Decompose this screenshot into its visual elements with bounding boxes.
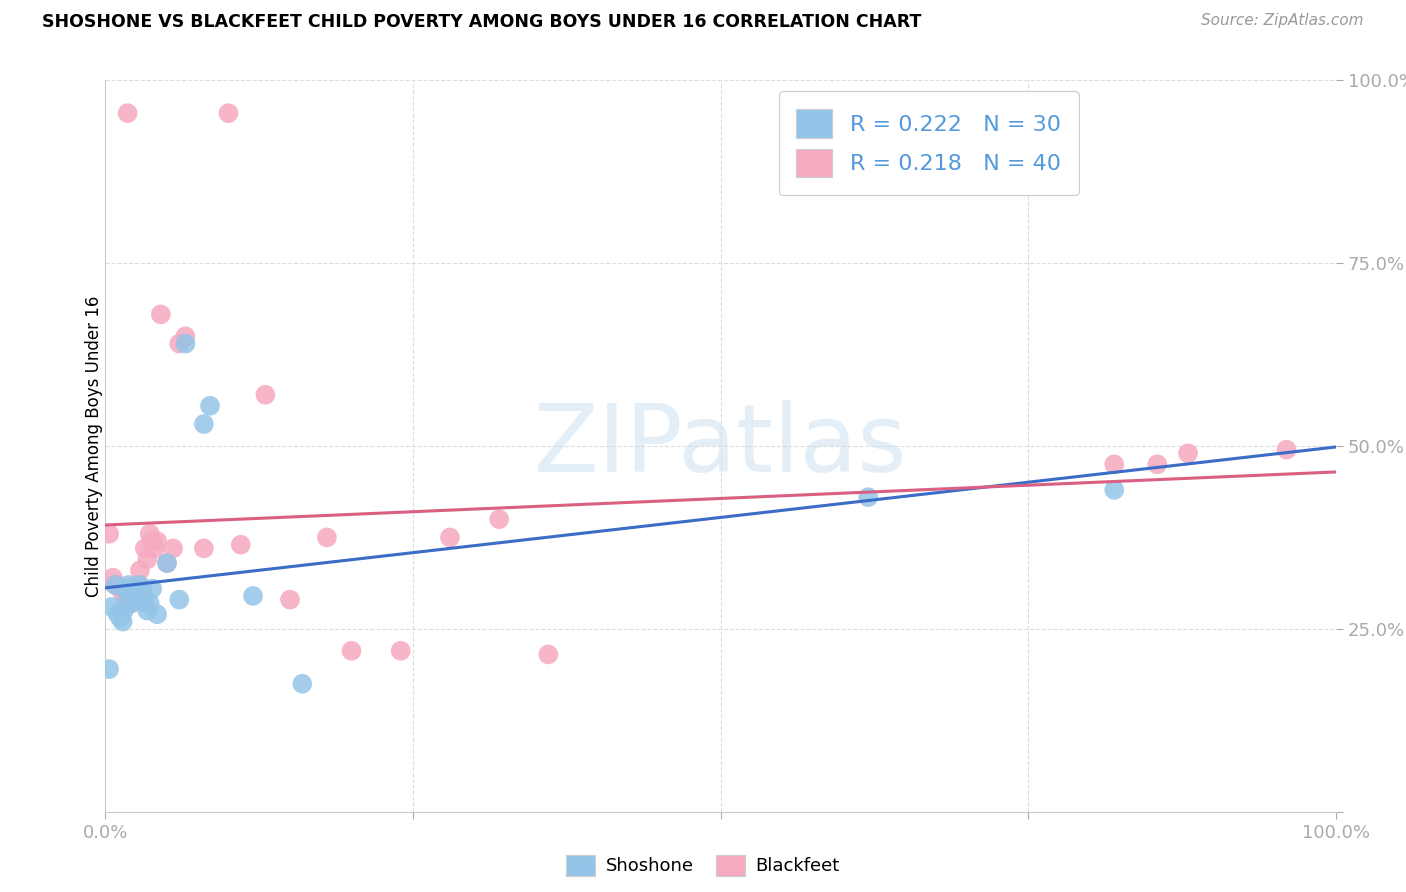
Legend: R = 0.222   N = 30, R = 0.218   N = 40: R = 0.222 N = 30, R = 0.218 N = 40 — [779, 91, 1078, 195]
Point — [858, 490, 880, 504]
Point — [117, 106, 139, 120]
Point — [131, 582, 153, 596]
Point — [124, 592, 146, 607]
Point — [129, 563, 152, 577]
Point — [104, 578, 127, 592]
Point — [111, 615, 134, 629]
Point — [169, 592, 191, 607]
Point — [218, 106, 240, 120]
Point — [193, 541, 215, 556]
Point — [124, 585, 146, 599]
Point — [110, 611, 132, 625]
Point — [1177, 446, 1199, 460]
Point — [174, 329, 197, 343]
Point — [229, 538, 252, 552]
Point — [1275, 442, 1298, 457]
Point — [136, 603, 159, 617]
Point — [146, 534, 169, 549]
Point — [134, 541, 156, 556]
Point — [107, 607, 129, 622]
Point — [278, 592, 301, 607]
Point — [1102, 483, 1125, 497]
Point — [389, 644, 412, 658]
Point — [110, 582, 132, 596]
Point — [291, 676, 314, 690]
Text: ZIPatlas: ZIPatlas — [534, 400, 907, 492]
Point — [162, 541, 184, 556]
Point — [134, 596, 156, 610]
Point — [114, 589, 136, 603]
Point — [131, 585, 153, 599]
Point — [169, 336, 191, 351]
Point — [193, 417, 215, 431]
Point — [149, 307, 172, 321]
Point — [118, 578, 141, 592]
Point — [156, 556, 179, 570]
Text: Source: ZipAtlas.com: Source: ZipAtlas.com — [1201, 13, 1364, 29]
Point — [104, 578, 127, 592]
Point — [98, 526, 121, 541]
Point — [1146, 458, 1168, 472]
Point — [121, 589, 143, 603]
Point — [198, 399, 221, 413]
Point — [117, 589, 139, 603]
Point — [141, 582, 163, 596]
Point — [111, 585, 134, 599]
Point — [340, 644, 363, 658]
Point — [174, 336, 197, 351]
Point — [107, 578, 129, 592]
Point — [537, 648, 560, 662]
Point — [136, 552, 159, 566]
Text: SHOSHONE VS BLACKFEET CHILD POVERTY AMONG BOYS UNDER 16 CORRELATION CHART: SHOSHONE VS BLACKFEET CHILD POVERTY AMON… — [42, 13, 921, 31]
Point — [98, 662, 121, 676]
Point — [439, 530, 461, 544]
Point — [138, 596, 162, 610]
Point — [156, 556, 179, 570]
Point — [127, 582, 149, 596]
Y-axis label: Child Poverty Among Boys Under 16: Child Poverty Among Boys Under 16 — [86, 295, 103, 597]
Point — [143, 541, 166, 556]
Point — [127, 578, 149, 592]
Point — [114, 582, 136, 596]
Point — [120, 582, 141, 596]
Point — [138, 526, 162, 541]
Point — [1102, 458, 1125, 472]
Point — [112, 603, 135, 617]
Point — [141, 534, 163, 549]
Legend: Shoshone, Blackfeet: Shoshone, Blackfeet — [560, 847, 846, 883]
Point — [242, 589, 264, 603]
Point — [315, 530, 337, 544]
Point — [488, 512, 510, 526]
Point — [101, 571, 124, 585]
Point — [254, 388, 277, 402]
Point — [120, 596, 141, 610]
Point — [146, 607, 169, 622]
Point — [100, 599, 122, 614]
Point — [129, 578, 152, 592]
Point — [121, 596, 143, 610]
